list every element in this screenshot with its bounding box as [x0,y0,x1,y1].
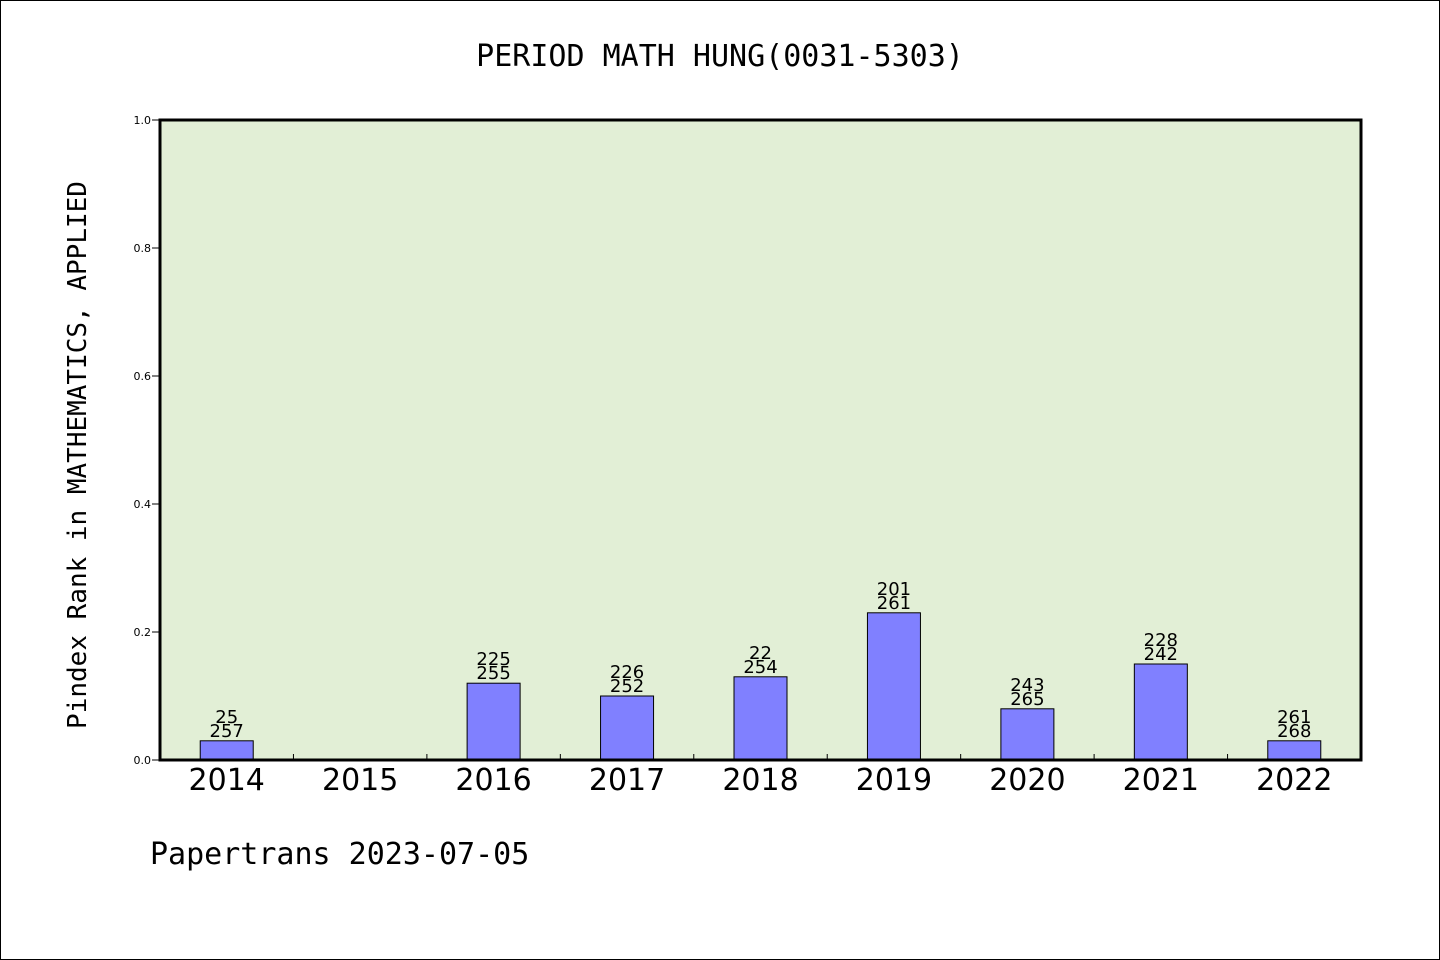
bar-rank-label: 22 [749,643,772,664]
bar-rank-label: 228 [1144,630,1178,651]
x-tick-label: 2019 [856,763,932,798]
bar-rank-label: 25 [215,707,238,728]
bar [866,612,921,761]
bar-total-label: 257 [210,721,244,742]
x-tick-label: 2021 [1123,763,1199,798]
x-tick-label: 2017 [589,763,665,798]
footer-credit: Papertrans 2023-07-05 [150,837,529,872]
y-axis-label: Pindex Rank in MATHEMATICS, APPLIED [63,181,93,729]
x-tick-label: 2014 [189,763,265,798]
bar [199,740,254,761]
y-tick-label: 0.6 [134,370,152,383]
y-tick-label: 1.0 [134,114,152,127]
bar-total-label: 242 [1144,644,1178,665]
bar-total-label: 254 [743,657,777,678]
x-axis: 2014 2015 2016 2017 2018 2019 2020 2021 2022 [189,754,1332,798]
y-tick-label: 0.2 [134,626,152,639]
bar-total-label: 255 [476,663,510,684]
plot-area [160,120,1361,760]
bar-rank-label: 225 [476,649,510,670]
bar-rank-label: 261 [1277,707,1311,728]
y-tick-label: 0.8 [134,242,152,255]
bar-rank-label: 243 [1010,675,1044,696]
bar [1133,663,1188,761]
plot-border [158,118,1363,762]
bar-total-label: 265 [1010,689,1044,710]
bar [733,676,788,761]
y-tick-label: 0.4 [134,498,152,511]
bar [600,695,655,761]
y-tick-label: 0.0 [134,754,152,767]
x-tick-label: 2015 [322,763,398,798]
bar [1000,708,1055,761]
bar-rank-label: 201 [877,579,911,600]
bar-total-label: 268 [1277,721,1311,742]
x-tick-label: 2018 [722,763,798,798]
y-axis: 0.0 0.2 0.4 0.6 0.8 1.0 [134,114,160,767]
x-tick-label: 2022 [1256,763,1332,798]
bar [1267,740,1322,761]
bar-total-label: 261 [877,593,911,614]
bar-total-label: 252 [610,676,644,697]
chart-title: PERIOD MATH HUNG(0031-5303) [476,39,964,74]
x-tick-label: 2020 [989,763,1065,798]
bar [466,682,521,761]
x-tick-label: 2016 [455,763,531,798]
bar-rank-label: 226 [610,662,644,683]
bars [199,612,1322,761]
